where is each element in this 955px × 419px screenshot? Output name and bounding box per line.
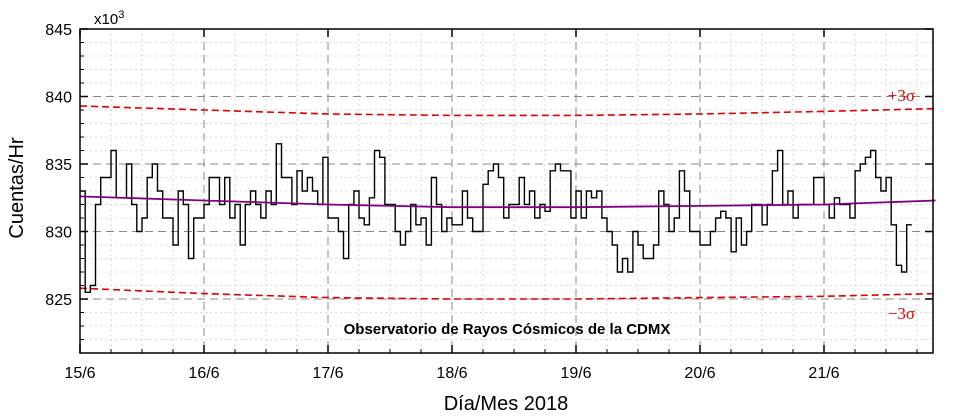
y-multiplier: x103 [94, 9, 124, 28]
y-tick-label: 825 [45, 292, 72, 309]
y-tick-label: 830 [45, 225, 72, 242]
lower-sigma-label: −3σ [888, 304, 915, 323]
grid [80, 28, 933, 354]
series-layer [79, 105, 936, 300]
x-tick-label: 20/6 [684, 365, 715, 382]
upper-sigma-line [79, 105, 936, 117]
y-tick-label: 845 [45, 22, 72, 39]
x-axis-title: Día/Mes 2018 [444, 393, 569, 415]
x-tick-label: 15/6 [64, 365, 95, 382]
observatory-annotation: Observatorio de Rayos Cósmicos de la CDM… [344, 321, 671, 338]
ticks: 825 830 835 840 845 15/6 16/6 17/6 18/6 19/6 20/6 2… [45, 22, 933, 382]
x-tick-label: 19/6 [560, 365, 591, 382]
y-tick-label: 835 [45, 157, 72, 174]
lower-sigma-line [79, 287, 936, 300]
trend-line [79, 195, 936, 209]
x-tick-label: 17/6 [312, 365, 343, 382]
x-tick-label: 18/6 [436, 365, 467, 382]
y-axis-title: Cuentas/Hr [6, 137, 28, 238]
x-tick-label: 16/6 [188, 365, 219, 382]
y-tick-label: 840 [45, 90, 72, 107]
upper-sigma-label: +3σ [888, 86, 915, 105]
x-tick-label: 21/6 [808, 365, 839, 382]
